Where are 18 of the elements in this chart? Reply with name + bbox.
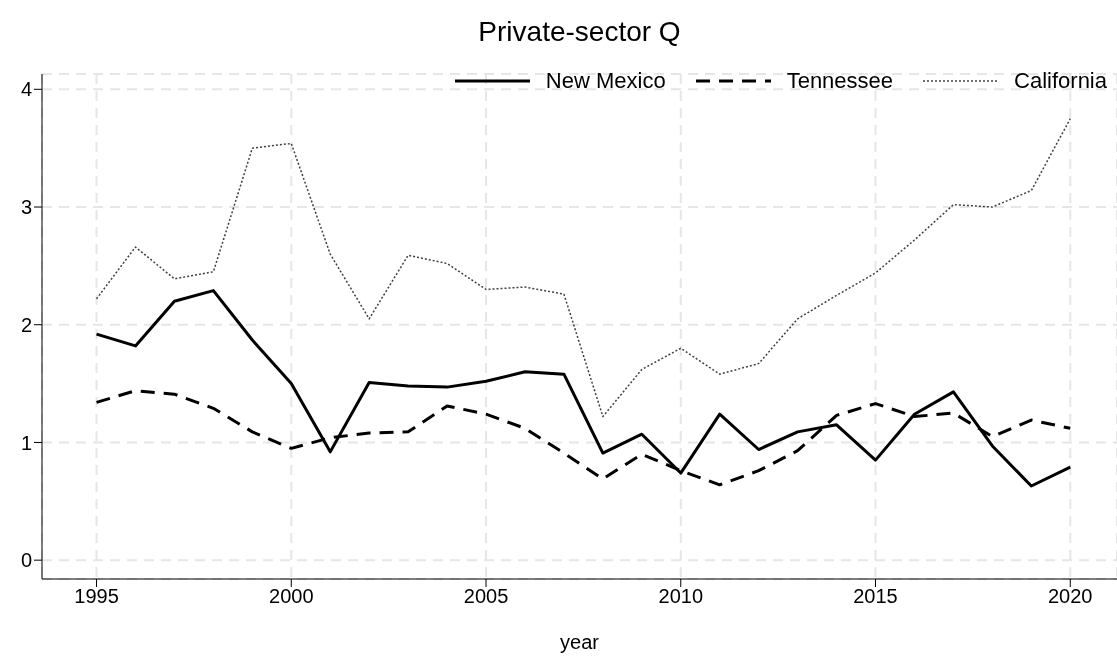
y-tick-label: 4 — [20, 78, 32, 101]
chart-title: Private-sector Q — [477, 16, 682, 48]
line-series — [95, 289, 1072, 488]
x-tick-label: 2005 — [463, 585, 509, 608]
y-tick-label: 1 — [20, 431, 32, 454]
legend-label: Tennessee — [786, 68, 894, 94]
x-tick-label: 1995 — [74, 585, 119, 608]
x-tick-label: 2000 — [269, 585, 314, 608]
x-tick-label: 2015 — [853, 585, 898, 608]
x-axis-title: year — [560, 631, 600, 653]
x-tick-label: 2010 — [658, 585, 704, 608]
y-tick-label: 3 — [20, 196, 32, 219]
y-tick-label: 0 — [20, 549, 32, 572]
legend-label: California — [1014, 68, 1107, 94]
y-tick-label: 2 — [20, 313, 32, 336]
line-series — [95, 117, 1072, 418]
x-tick-label: 2020 — [1048, 585, 1093, 608]
legend-label: New Mexico — [545, 68, 666, 94]
